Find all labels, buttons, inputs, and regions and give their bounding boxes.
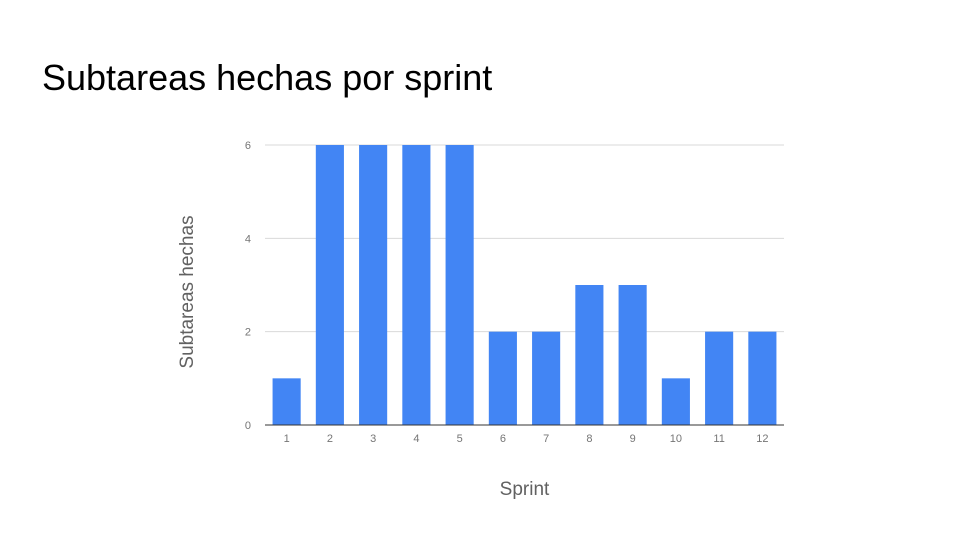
y-axis-title: Subtareas hechas (177, 215, 198, 368)
bar-sprint-7 (532, 331, 561, 425)
y-tick-label: 2 (245, 327, 251, 339)
bar-sprint-6 (488, 331, 517, 425)
x-tick-label: 7 (543, 433, 549, 445)
bar-sprint-3 (359, 145, 388, 425)
x-tick-label: 4 (413, 433, 419, 445)
y-tick-label: 0 (245, 420, 251, 432)
x-tick-label: 1 (284, 433, 290, 445)
x-tick-label: 3 (370, 433, 376, 445)
x-tick-label: 2 (327, 433, 333, 445)
bars (272, 145, 777, 425)
bar-sprint-5 (445, 145, 474, 425)
bar-sprint-8 (575, 285, 604, 425)
bar-sprint-10 (661, 378, 690, 425)
bar-sprint-2 (315, 145, 344, 425)
slide-title: Subtareas hechas por sprint (42, 57, 493, 98)
x-tick-label: 9 (630, 433, 636, 445)
x-tick-label: 10 (670, 433, 682, 445)
y-tick-labels: 0 2 4 6 (245, 140, 251, 432)
x-axis-title: Sprint (500, 479, 550, 500)
bar-sprint-4 (402, 145, 431, 425)
x-tick-label: 11 (713, 433, 724, 445)
bar-sprint-12 (748, 331, 777, 425)
gridlines (265, 144, 784, 333)
x-tick-label: 6 (500, 433, 506, 445)
y-tick-label: 6 (245, 140, 251, 152)
x-tick-labels: 1 2 3 4 5 6 7 8 9 10 11 12 (284, 433, 769, 445)
x-tick-label: 12 (756, 433, 768, 445)
x-tick-label: 8 (586, 433, 592, 445)
bar-sprint-11 (705, 331, 734, 425)
y-tick-label: 4 (245, 233, 251, 245)
x-tick-label: 5 (457, 433, 463, 445)
bar-sprint-9 (618, 285, 647, 425)
bar-sprint-1 (272, 378, 301, 425)
